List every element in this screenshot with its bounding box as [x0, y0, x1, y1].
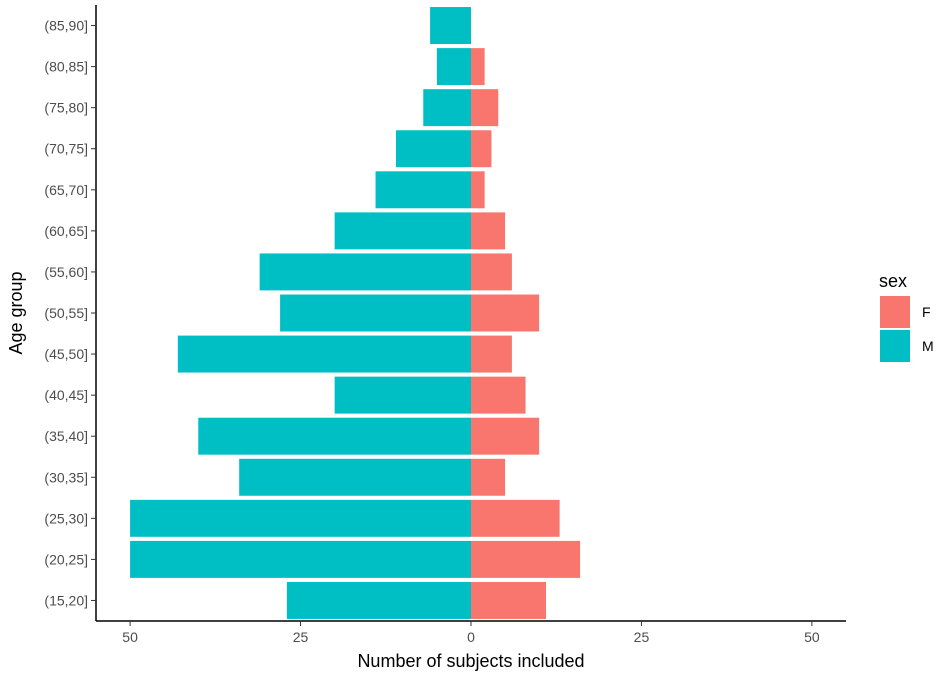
legend-key-F [880, 296, 910, 328]
y-tick-label: (50,55] [44, 305, 88, 321]
y-tick-label: (20,25] [44, 551, 88, 567]
y-tick-label: (70,75] [44, 141, 88, 157]
bar-M-(65,70] [375, 171, 471, 209]
bar-M-(15,20] [286, 581, 471, 619]
y-tick-label: (30,35] [44, 469, 88, 485]
bar-F-(60,65] [471, 212, 506, 250]
bar-F-(35,40] [471, 417, 540, 455]
legend-label-F: F [922, 304, 931, 320]
x-tick-label: 0 [467, 629, 475, 645]
bar-M-(35,40] [198, 417, 472, 455]
legend-label-M: M [922, 338, 934, 354]
bars-layer [130, 7, 581, 619]
bar-F-(15,20] [471, 581, 546, 619]
legend-title: sex [879, 271, 907, 291]
bar-F-(20,25] [471, 540, 581, 578]
x-tick-label: 50 [804, 629, 820, 645]
bar-M-(60,65] [334, 212, 471, 250]
y-tick-label: (65,70] [44, 182, 88, 198]
bar-F-(75,80] [471, 89, 499, 127]
bar-F-(65,70] [471, 171, 485, 209]
y-tick-label: (75,80] [44, 100, 88, 116]
bar-M-(50,55] [280, 294, 471, 332]
bar-M-(30,35] [239, 458, 471, 496]
bar-M-(20,25] [130, 540, 471, 578]
y-tick-label: (55,60] [44, 264, 88, 280]
bar-F-(40,45] [471, 376, 526, 414]
y-axis-title: Age group [6, 271, 26, 354]
legend-key-M [880, 330, 910, 362]
bar-F-(25,30] [471, 499, 560, 537]
x-tick-label: 50 [122, 629, 138, 645]
y-tick-label: (25,30] [44, 510, 88, 526]
bar-F-(30,35] [471, 458, 506, 496]
bar-M-(55,60] [259, 253, 471, 291]
legend: sex F M [879, 271, 934, 362]
y-tick-label: (60,65] [44, 223, 88, 239]
x-axis-title: Number of subjects included [357, 651, 584, 671]
bar-M-(70,75] [396, 130, 471, 168]
bar-F-(50,55] [471, 294, 540, 332]
y-tick-label: (35,40] [44, 428, 88, 444]
y-tick-label: (80,85] [44, 59, 88, 75]
bar-F-(70,75] [471, 130, 492, 168]
x-axis-ticks: 50 25 0 25 50 [122, 621, 820, 645]
y-tick-label: (45,50] [44, 346, 88, 362]
y-tick-label: (85,90] [44, 18, 88, 34]
bar-M-(85,90] [430, 7, 471, 45]
x-tick-label: 25 [634, 629, 650, 645]
bar-M-(25,30] [130, 499, 471, 537]
bar-F-(55,60] [471, 253, 512, 291]
bar-M-(40,45] [334, 376, 471, 414]
x-tick-label: 25 [293, 629, 309, 645]
bar-M-(80,85] [436, 48, 471, 86]
bar-F-(80,85] [471, 48, 485, 86]
bar-M-(45,50] [177, 335, 471, 373]
y-tick-label: (15,20] [44, 592, 88, 608]
bar-M-(75,80] [423, 89, 471, 127]
bar-F-(45,50] [471, 335, 512, 373]
y-axis-ticks: (15,20] (20,25] (25,30] (30,35] (35,40] (40,4… [44, 18, 96, 608]
y-tick-label: (40,45] [44, 387, 88, 403]
